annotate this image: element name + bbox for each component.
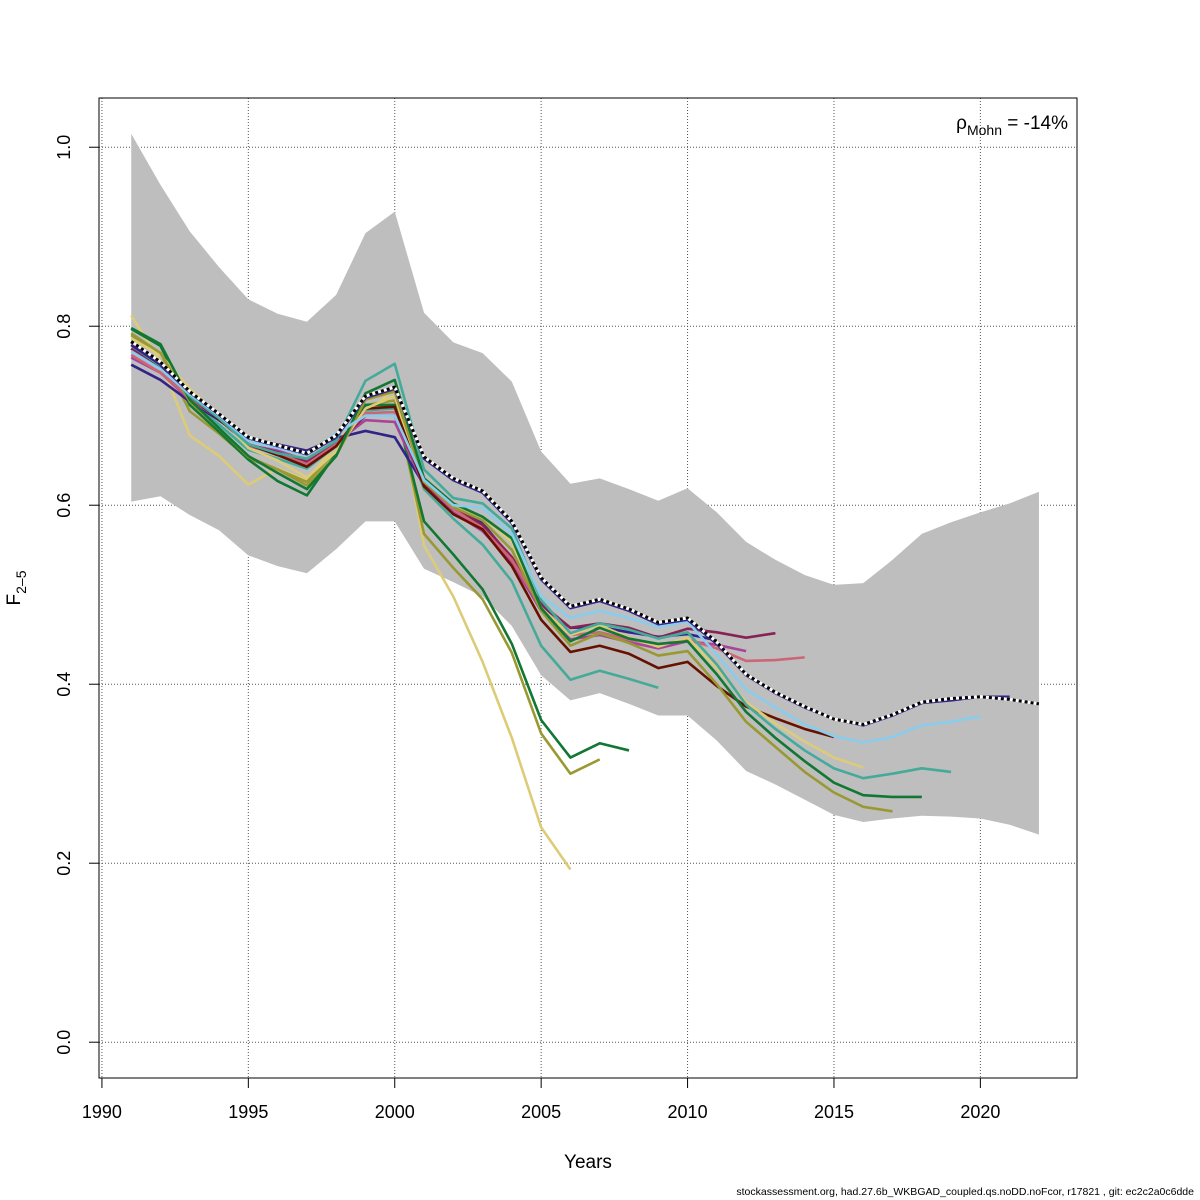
y-tick-label: 1.0 <box>54 135 74 160</box>
y-tick-label: 0.6 <box>54 493 74 518</box>
mohn-rho-annotation: ρMohn = -14% <box>956 113 1068 138</box>
y-axis: 0.0 0.2 0.4 0.6 0.8 1.0 <box>54 135 100 1055</box>
y-tick-label: 0.2 <box>54 851 74 876</box>
x-axis-title: Years <box>564 1152 612 1173</box>
y-tick-label-group: 0.6 <box>54 493 74 518</box>
y-tick-label-group: 0.0 <box>54 1030 74 1055</box>
x-tick-label: 2010 <box>668 1102 708 1122</box>
y-tick-label-group: 0.4 <box>54 672 74 697</box>
x-tick-label: 2000 <box>375 1102 415 1122</box>
y-tick-label-group: 1.0 <box>54 135 74 160</box>
rho-value: = -14% <box>1002 113 1068 134</box>
x-tick-label: 1990 <box>82 1102 122 1122</box>
y-tick-label-group: 0.2 <box>54 851 74 876</box>
x-tick-label: 2020 <box>960 1102 1000 1122</box>
confidence-band-layer <box>131 133 1039 835</box>
x-tick-label: 2015 <box>814 1102 854 1122</box>
series-line-peel-2020 <box>130 343 952 780</box>
x-tick-label: 2005 <box>521 1102 561 1122</box>
y-tick-label-group: 0.8 <box>54 314 74 339</box>
rho-subscript: Mohn <box>967 122 1002 138</box>
y-axis-title-main: F <box>4 594 25 606</box>
series-line-peel-2021 <box>130 350 981 744</box>
x-tick-label: 1995 <box>228 1102 268 1122</box>
footer-credit: stockassessment.org, had.27.6b_WKBGAD_co… <box>736 1186 1194 1198</box>
y-axis-title-sub: 2–5 <box>13 570 29 594</box>
y-axis-title: F2–5 <box>4 570 29 605</box>
svg-text:F2–5: F2–5 <box>4 570 29 605</box>
y-tick-label: 0.8 <box>54 314 74 339</box>
y-tick-label: 0.0 <box>54 1030 74 1055</box>
x-axis: 1990 1995 2000 2005 2010 2015 2020 <box>82 1077 1000 1122</box>
series-line-peel-2019 <box>130 326 922 799</box>
y-tick-label: 0.4 <box>54 672 74 697</box>
rho-symbol: ρ <box>956 113 967 134</box>
series-line-final-run <box>130 340 1040 726</box>
series-line-peel-2008 <box>130 327 630 759</box>
series-layer <box>130 314 1040 871</box>
confidence-band <box>131 133 1039 835</box>
